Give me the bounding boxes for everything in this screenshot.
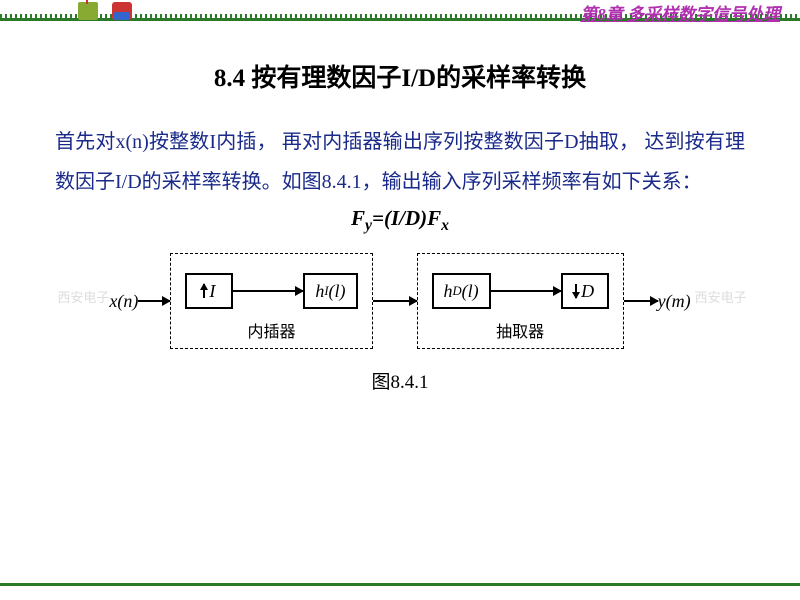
interpolator-group: I hI(l) 内插器 [170,253,372,349]
formula: Fy=(I/D)Fx [55,206,745,235]
slide-content: 8.4 按有理数因子I/D的采样率转换 首先对x(n)按整数I内插， 再对内插器… [0,28,800,394]
interp-filter-block: hI(l) [303,273,357,309]
figure-caption: 图8.4.1 [55,367,745,394]
body-paragraph: 首先对x(n)按整数I内插， 再对内插器输出序列按整数因子D抽取， 达到按有理数… [55,122,745,202]
downsampler-block: D [561,273,609,309]
downsample-factor: D [581,281,594,302]
upsampler-block: I [185,273,233,309]
input-signal-label: x(n) [109,291,138,312]
formula-eq: =(I/D) [372,206,427,230]
connector-line [373,300,393,302]
decim-filter-sub: D [453,284,462,299]
interp-filter-arg: (l) [329,281,346,302]
formula-rhs-base: F [427,206,441,230]
decimator-group: hD(l) D 抽取器 [417,253,624,349]
block-diagram: 西安电子 x(n) I hI(l) 内插器 hD(l) [55,253,745,349]
interpolator-caption: 内插器 [171,318,371,342]
arrow-icon [138,300,170,302]
arrow-icon [393,300,417,302]
formula-lhs-sub: y [365,217,372,234]
chapter-header: 第8章 多采样数字信号处理 [580,0,780,25]
arrow-icon [624,300,658,302]
interp-filter-base: h [315,281,324,302]
watermark-left: 西安电子 [57,287,109,306]
formula-rhs-sub: x [441,217,449,234]
slide-top-bar: 第8章 多采样数字信号处理 [0,0,800,28]
decim-filter-block: hD(l) [432,273,491,309]
watermark-right: 西安电子 [695,287,747,306]
down-arrow-icon [575,284,577,298]
character-icon [112,2,132,20]
decim-filter-arg: (l) [462,281,479,302]
up-arrow-icon [203,284,205,298]
output-signal-label: y(m) [658,291,691,312]
decim-filter-base: h [444,281,453,302]
bottom-green-line [0,583,800,586]
golf-flag-icon [78,2,98,20]
upsample-factor: I [209,281,215,302]
arrow-icon [491,290,561,292]
arrow-icon [233,290,303,292]
decimator-caption: 抽取器 [418,318,623,342]
section-title: 8.4 按有理数因子I/D的采样率转换 [55,58,745,94]
formula-lhs-base: F [351,206,365,230]
